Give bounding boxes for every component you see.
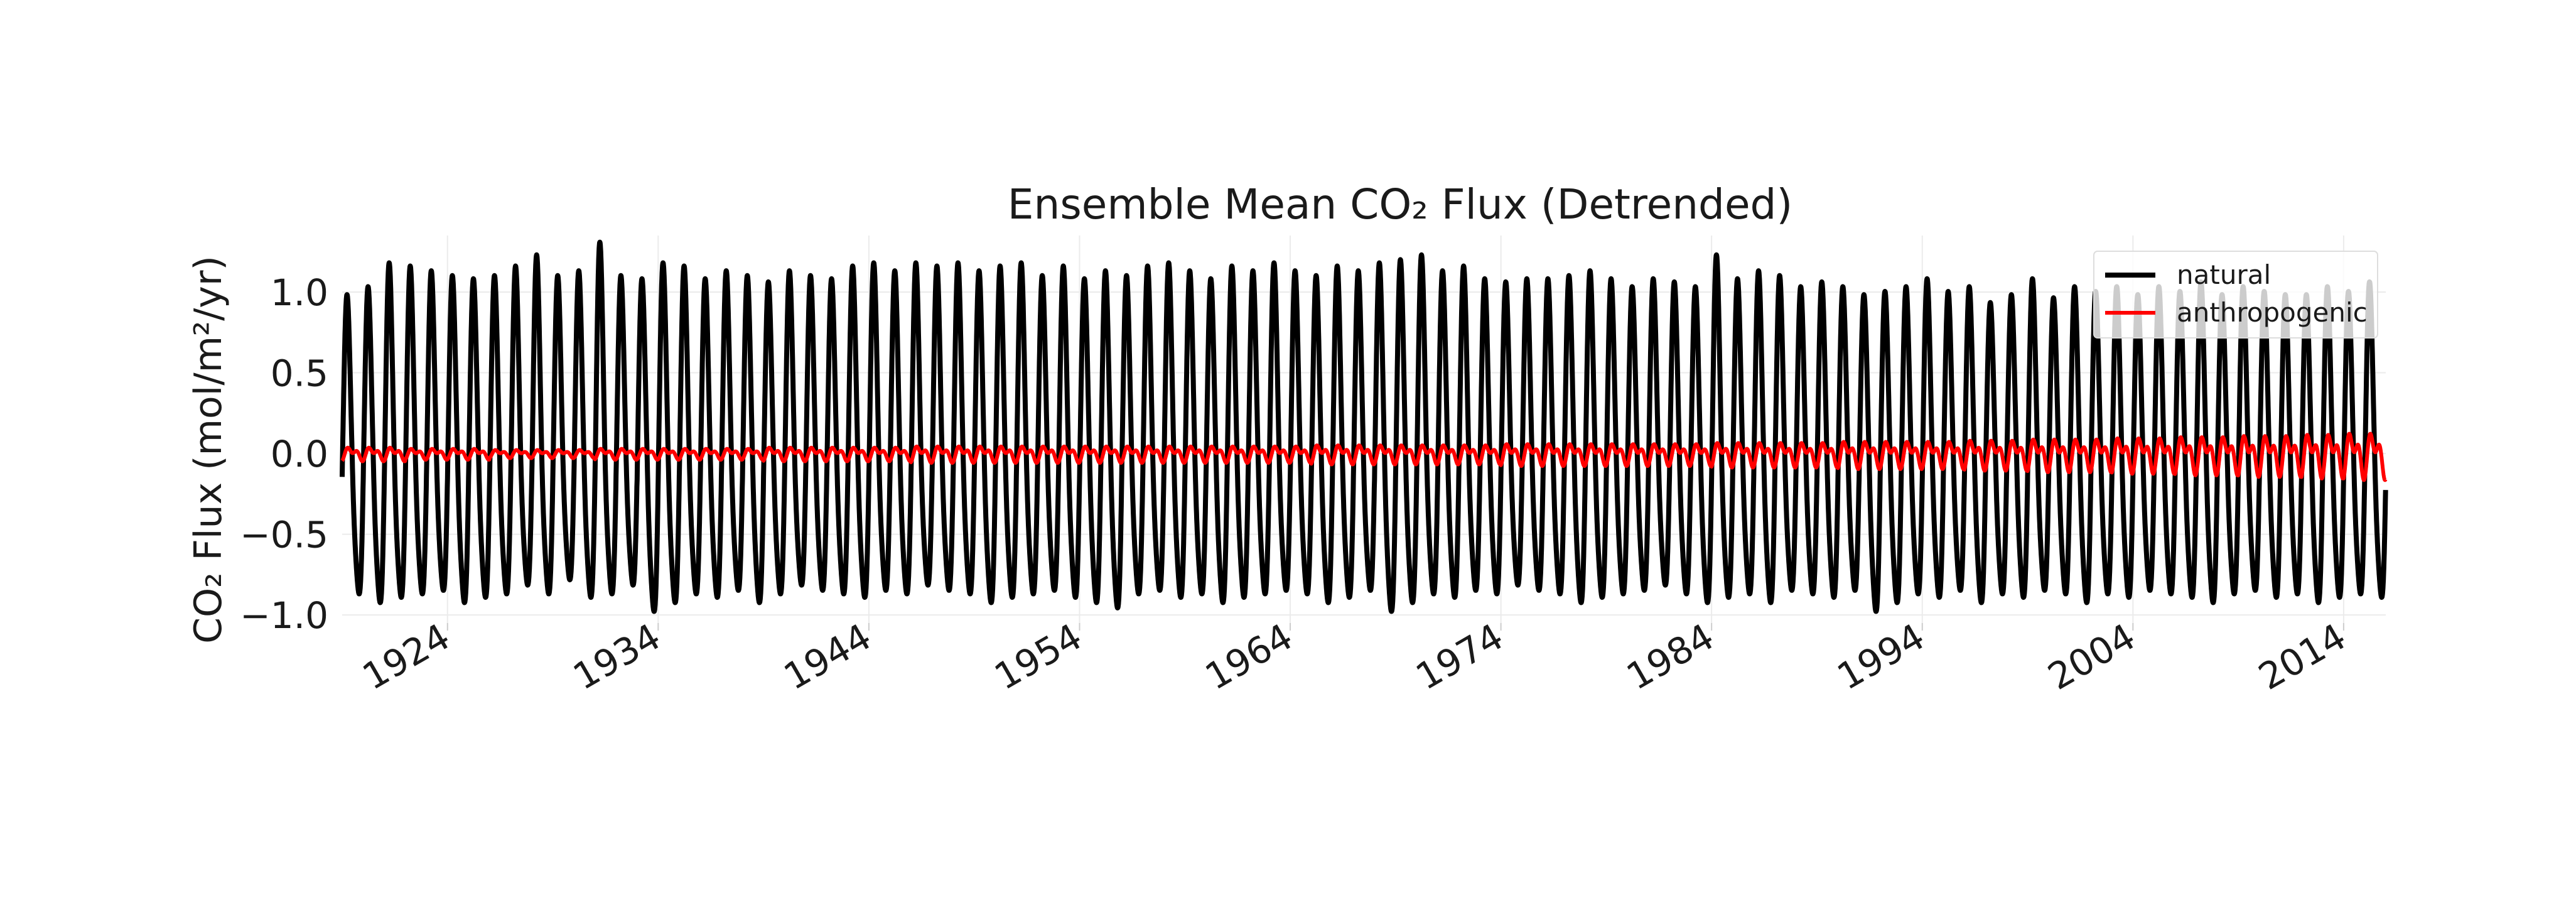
y-tick-label: 0.5 bbox=[271, 352, 328, 395]
y-tick-labels: 1.0 0.5 0.0 −0.5 −1.0 bbox=[240, 271, 328, 637]
y-axis-label: CO₂ Flux (mol/m²/yr) bbox=[186, 256, 230, 644]
legend-frame bbox=[2093, 251, 2378, 339]
x-tick-labels: 1924 1934 1944 1954 1964 1974 1984 1994 2004 2014 bbox=[355, 615, 2353, 698]
y-tick-label: 1.0 bbox=[271, 271, 328, 314]
legend-label-natural: natural bbox=[2177, 259, 2271, 290]
x-tick-label: 1934 bbox=[566, 615, 668, 698]
x-tick-label: 1984 bbox=[1619, 615, 1721, 698]
x-tick-label: 1994 bbox=[1830, 615, 1932, 698]
legend-label-anthropogenic: anthropogenic bbox=[2177, 297, 2368, 328]
series-line-anthropogenic bbox=[340, 431, 2388, 482]
chart-title: Ensemble Mean CO₂ Flux (Detrended) bbox=[1008, 180, 1792, 229]
x-tick-label: 1944 bbox=[777, 615, 878, 698]
legend: natural anthropogenic bbox=[2093, 251, 2378, 339]
x-tick-label: 1964 bbox=[1198, 615, 1300, 698]
x-tick-label: 1924 bbox=[355, 615, 457, 698]
y-tick-label: 0.0 bbox=[271, 433, 328, 475]
y-tick-label: −0.5 bbox=[240, 514, 328, 556]
y-tick-label: −1.0 bbox=[240, 594, 328, 637]
series-layer bbox=[340, 239, 2388, 614]
x-tick-label: 2014 bbox=[2251, 615, 2353, 698]
x-tick-label: 1954 bbox=[988, 615, 1089, 698]
x-tick-marks bbox=[446, 623, 2344, 631]
x-tick-label: 2004 bbox=[2040, 615, 2142, 698]
x-tick-label: 1974 bbox=[1409, 615, 1511, 698]
series-line-natural bbox=[340, 239, 2388, 614]
